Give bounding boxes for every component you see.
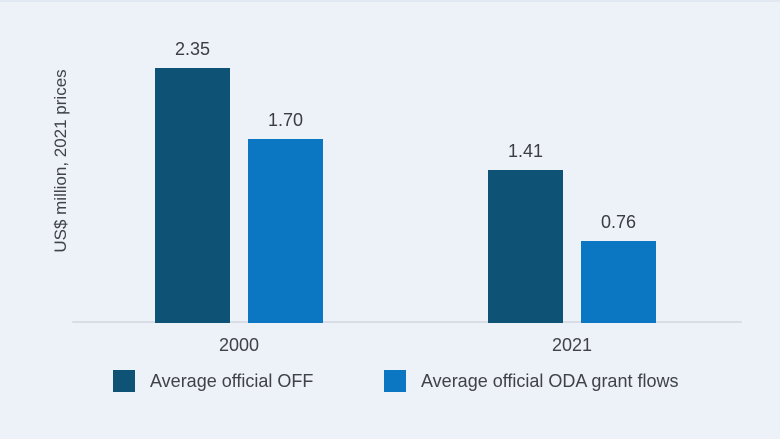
legend-swatch-off-icon (113, 370, 135, 392)
legend-item-oda: Average official ODA grant flows (384, 369, 678, 393)
top-divider (0, 0, 780, 2)
bar-average-official-off-2000 (155, 68, 230, 323)
x-tick-2000: 2000 (218, 335, 260, 355)
legend-label-oda: Average official ODA grant flows (421, 370, 679, 391)
bar-average-official-oda-grant-flows-2000 (248, 139, 323, 323)
x-axis-line (72, 321, 742, 323)
bar-average-official-oda-grant-flows-2021 (581, 241, 656, 323)
value-label-average-official-off-2000: 2.35 (174, 39, 211, 59)
legend-label-off: Average official OFF (150, 370, 314, 391)
value-label-average-official-off-2021: 1.41 (507, 141, 544, 161)
x-tick-2021: 2021 (551, 335, 593, 355)
value-label-average-official-oda-grant-flows-2000: 1.70 (267, 110, 304, 130)
value-label-average-official-oda-grant-flows-2021: 0.76 (600, 212, 637, 232)
legend-item-off: Average official OFF (113, 369, 313, 393)
bar-average-official-off-2021 (488, 170, 563, 323)
legend-swatch-oda-icon (384, 370, 406, 392)
